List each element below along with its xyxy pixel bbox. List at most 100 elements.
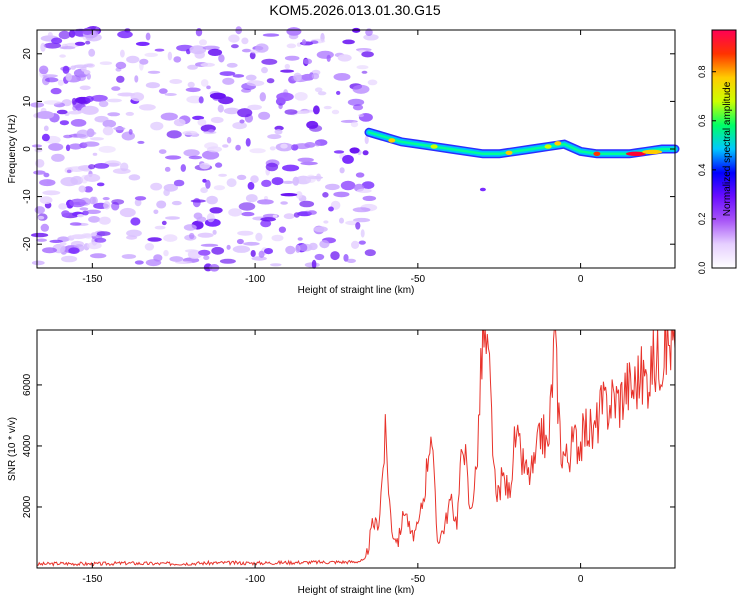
noise-blob [302, 109, 315, 113]
noise-blob [257, 199, 274, 205]
noise-blob [135, 41, 150, 47]
noise-blob [134, 260, 144, 265]
noise-blob [361, 51, 374, 58]
noise-blob [50, 87, 62, 95]
noise-blob [333, 150, 345, 154]
noise-blob [340, 180, 356, 191]
noise-blob [163, 183, 178, 192]
noise-blob [349, 147, 360, 154]
noise-blob [88, 164, 96, 170]
noise-blob [115, 61, 127, 69]
noise-blob [47, 32, 53, 38]
noise-blob [200, 187, 208, 194]
noise-blob [282, 180, 294, 184]
noise-blob [212, 229, 217, 235]
noise-blob [42, 74, 58, 78]
noise-blob [250, 250, 256, 257]
figure-title: KOM5.2026.013.01.30.G15 [269, 2, 440, 18]
noise-blob [260, 217, 277, 222]
noise-blob [364, 135, 369, 145]
noise-blob [68, 247, 80, 254]
noise-blob [200, 243, 219, 247]
noise-blob [355, 222, 361, 230]
noise-blob [255, 232, 263, 242]
noise-blob [260, 219, 272, 228]
noise-blob [342, 154, 354, 164]
colorbar-ticks: 0.0 0.2 0.4 0.6 0.8 [697, 65, 716, 274]
noise-blob [144, 52, 158, 58]
noise-blob [83, 186, 93, 193]
noise-blob [285, 245, 296, 255]
noise-blob [358, 113, 364, 118]
noise-blob [198, 249, 211, 256]
colorbar-label: Normalized spectral amplitude [722, 81, 733, 216]
noise-blob [39, 196, 53, 205]
noise-blob [66, 169, 72, 173]
noise-blob [325, 183, 340, 191]
noise-blob [95, 26, 100, 35]
noise-blob [70, 119, 87, 127]
colorbar-tick-label: 0.6 [697, 115, 707, 128]
noise-blob [313, 226, 328, 233]
noise-blob [83, 63, 94, 67]
noise-blob [90, 137, 104, 141]
noise-blob [297, 157, 314, 163]
noise-blob [303, 58, 313, 65]
noise-blob [228, 208, 243, 217]
noise-blob [328, 206, 334, 212]
noise-blob [40, 223, 49, 232]
noise-blob [218, 173, 228, 177]
y-tick-label: -10 [22, 189, 33, 204]
colorbar-tick-label: 0.4 [697, 164, 707, 177]
noise-blob [154, 225, 166, 230]
ridge-hotspot [593, 151, 601, 156]
colorbar: 0.0 0.2 0.4 0.6 0.8 Normalized spectral ampl… [697, 29, 737, 274]
noise-blob [314, 141, 321, 147]
noise-blob [333, 191, 350, 198]
noise-blob [37, 215, 45, 220]
noise-blob [271, 234, 284, 242]
noise-blob [58, 203, 68, 210]
noise-blob [308, 242, 318, 251]
noise-blob [111, 199, 125, 205]
y-tick-label: 10 [22, 95, 33, 107]
noise-blob [241, 211, 255, 217]
noise-blob [311, 259, 317, 269]
noise-blob [209, 92, 226, 100]
noise-blob [226, 136, 232, 144]
ridge-hotspot [544, 144, 552, 149]
noise-blob [203, 255, 210, 261]
noise-blob [173, 56, 182, 63]
noise-blob [39, 65, 49, 75]
noise-blob [198, 96, 204, 104]
noise-blob [158, 149, 167, 155]
noise-blob [362, 195, 377, 201]
noise-blob [206, 195, 218, 205]
noise-blob [280, 143, 288, 149]
noise-blob [202, 150, 220, 160]
noise-blob [207, 48, 223, 57]
noise-blob [226, 178, 237, 188]
noise-blob [280, 69, 295, 73]
noise-blob [43, 42, 62, 49]
noise-blob [222, 144, 229, 148]
x-tick-label: -100 [245, 274, 265, 285]
noise-blob [278, 226, 286, 233]
noise-blob [314, 253, 325, 261]
noise-blob [361, 70, 368, 74]
noise-blob [80, 233, 92, 238]
noise-blob [99, 61, 113, 65]
noise-blob [125, 111, 134, 116]
noise-blob [228, 34, 240, 43]
noise-blob [264, 248, 273, 255]
noise-blob [210, 116, 224, 124]
noise-blob [213, 185, 226, 191]
noise-blob [164, 93, 177, 96]
noise-blob [360, 229, 365, 238]
noise-blob [33, 170, 46, 175]
y-tick-label: 6000 [22, 373, 33, 396]
noise-blob [77, 214, 84, 218]
noise-blob [274, 129, 283, 135]
